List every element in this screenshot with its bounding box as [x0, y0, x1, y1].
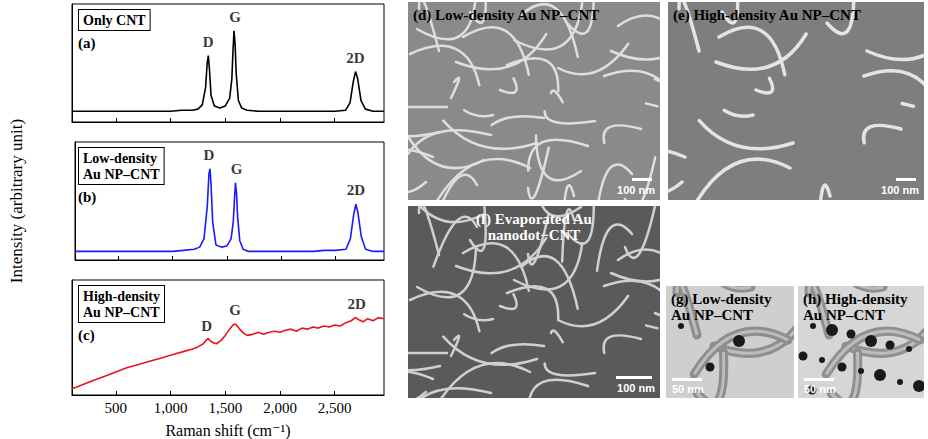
svg-text:Low-density: Low-density: [83, 151, 157, 166]
html-text:100 nm: 100 nm: [617, 382, 655, 394]
svg-text:Au NP–CNT: Au NP–CNT: [83, 305, 160, 320]
html-text:(e) High-density Au NP–CNT: (e) High-density Au NP–CNT: [673, 7, 861, 23]
svg-text:Only CNT: Only CNT: [83, 13, 146, 28]
html-text:50 nm: 50 nm: [804, 383, 836, 395]
html-text:100 nm: 100 nm: [617, 184, 655, 196]
svg-text:2,500: 2,500: [318, 400, 352, 416]
html-text:(h) High-density Au NP–CNT: (h) High-density Au NP–CNT: [803, 291, 908, 323]
svg-text:D: D: [203, 147, 214, 163]
svg-text:Au NP–CNT: Au NP–CNT: [83, 167, 160, 182]
svg-text:500: 500: [105, 400, 128, 416]
svg-text:1,000: 1,000: [154, 400, 188, 416]
svg-text:G: G: [231, 161, 243, 177]
svg-text:(b): (b): [78, 189, 96, 206]
svg-text:D: D: [203, 34, 214, 50]
svg-text:High-density: High-density: [83, 289, 160, 304]
svg-text:2D: 2D: [347, 182, 366, 198]
svg-text:(a): (a): [78, 35, 96, 52]
html-text:(g) Low-density Au NP–CNT: (g) Low-density Au NP–CNT: [671, 291, 772, 323]
svg-text:2,000: 2,000: [263, 400, 297, 416]
svg-text:1,500: 1,500: [208, 400, 242, 416]
svg-text:G: G: [229, 302, 241, 318]
svg-text:Intensity (arbitrary unit): Intensity (arbitrary unit): [7, 119, 26, 283]
html-text:(f) Evaporated Au nanodot−CNT: (f) Evaporated Au nanodot−CNT: [476, 211, 592, 243]
html-text:50 nm: 50 nm: [672, 383, 704, 395]
html-text:(d) Low-density Au NP–CNT: (d) Low-density Au NP–CNT: [413, 7, 600, 23]
svg-text:G: G: [229, 9, 241, 25]
svg-text:2D: 2D: [346, 50, 365, 66]
svg-text:D: D: [201, 318, 212, 334]
svg-text:Raman shift (cm⁻¹): Raman shift (cm⁻¹): [165, 422, 290, 439]
html-text:100 nm: 100 nm: [881, 184, 919, 196]
svg-text:2D: 2D: [347, 296, 366, 312]
svg-text:(c): (c): [78, 327, 95, 344]
